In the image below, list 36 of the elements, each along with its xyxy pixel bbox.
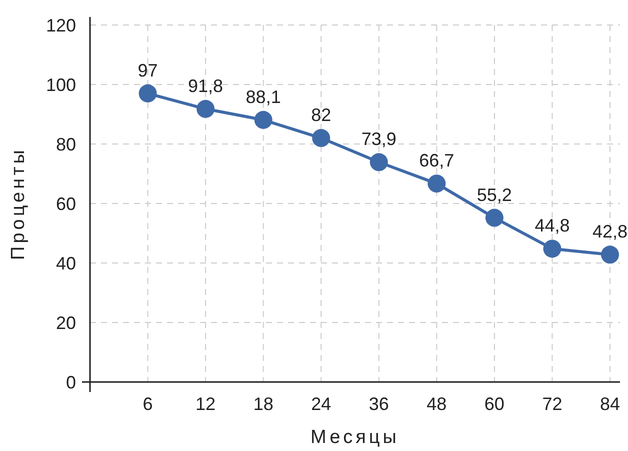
point <box>254 110 272 129</box>
data-label: 44,8 <box>534 216 570 236</box>
data-label: 55,2 <box>476 184 512 205</box>
x-tick-label: 12 <box>196 394 216 414</box>
x-tick-label: 36 <box>368 394 389 414</box>
point <box>601 246 619 264</box>
data-label: 97 <box>138 60 158 80</box>
point <box>196 100 215 118</box>
point <box>485 208 504 227</box>
y-tick-label: 0 <box>66 372 76 392</box>
y-tick-label: 40 <box>56 253 76 274</box>
point <box>428 174 446 193</box>
x-tick-label: 84 <box>600 394 620 414</box>
point <box>138 84 157 102</box>
data-label: 88,1 <box>246 86 281 107</box>
data-label: 73,9 <box>361 129 396 150</box>
point <box>312 129 330 148</box>
y-tick-label: 20 <box>56 312 76 333</box>
data-label: 42,8 <box>592 222 628 242</box>
y-tick-label: 80 <box>56 134 76 154</box>
y-tick-label: 120 <box>46 15 76 36</box>
y-axis-title: Проценты <box>8 147 29 260</box>
x-axis-title: Месяцы <box>310 427 400 448</box>
x-tick-label: 60 <box>484 394 504 414</box>
point <box>543 240 562 258</box>
x-tick-label: 24 <box>311 394 332 414</box>
data-label: 66,7 <box>419 150 454 171</box>
x-tick-label: 72 <box>542 394 562 414</box>
y-tick-label: 60 <box>56 194 76 214</box>
x-tick-label: 48 <box>426 394 447 414</box>
x-tick-label: 6 <box>142 394 153 414</box>
point <box>370 153 388 172</box>
x-tick-label: 18 <box>253 394 274 414</box>
data-label: 91,8 <box>188 76 224 96</box>
data-label: 82 <box>311 105 332 126</box>
y-tick-label: 100 <box>46 74 76 95</box>
